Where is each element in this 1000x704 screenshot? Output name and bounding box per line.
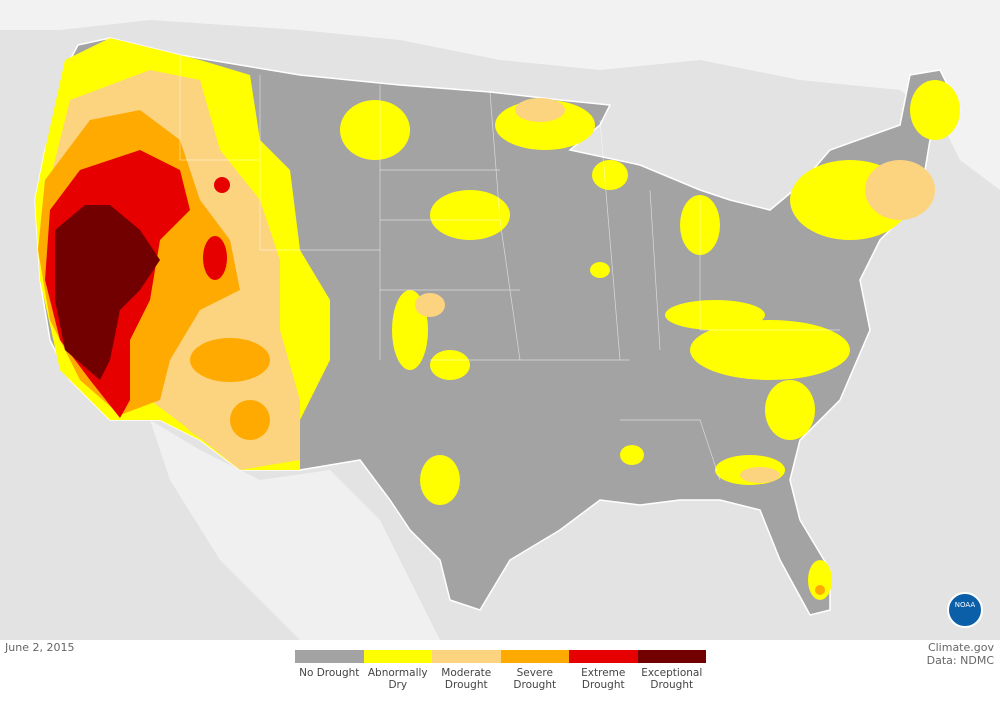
legend-label: Exceptional Drought [641,667,703,691]
legend-swatch [432,650,501,663]
legend-label: Severe Drought [513,667,557,691]
legend-swatch [295,650,364,663]
legend-item: Extreme Drought [569,650,638,691]
legend: No Drought Abnormally Dry Moderate Drought… [295,650,706,691]
legend-item: No Drought [295,650,364,691]
legend-swatch [569,650,638,663]
logo-text: NOAA [955,601,976,609]
canada-land [0,0,1000,190]
legend-label: Abnormally Dry [367,667,428,691]
mexico-land [150,420,440,640]
data-credit: Data: NDMC [926,654,994,667]
map-date: June 2, 2015 [5,641,75,654]
credits: Climate.gov Data: NDMC [927,641,994,667]
state-borders [179,55,840,481]
legend-item: Exceptional Drought [637,650,706,691]
legend-item: Moderate Drought [432,650,501,691]
legend-swatch [500,650,569,663]
drought-map: NOAA [0,0,1000,640]
site-credit: Climate.gov [927,641,994,654]
legend-swatch [637,650,706,663]
legend-swatch [363,650,432,663]
legend-label: No Drought [299,667,360,679]
legend-item: Abnormally Dry [363,650,432,691]
legend-label: Extreme Drought [581,667,626,691]
legend-item: Severe Drought [500,650,569,691]
legend-label: Moderate Drought [441,667,492,691]
exceptional-drought-area [55,205,160,380]
noaa-logo [947,592,983,628]
